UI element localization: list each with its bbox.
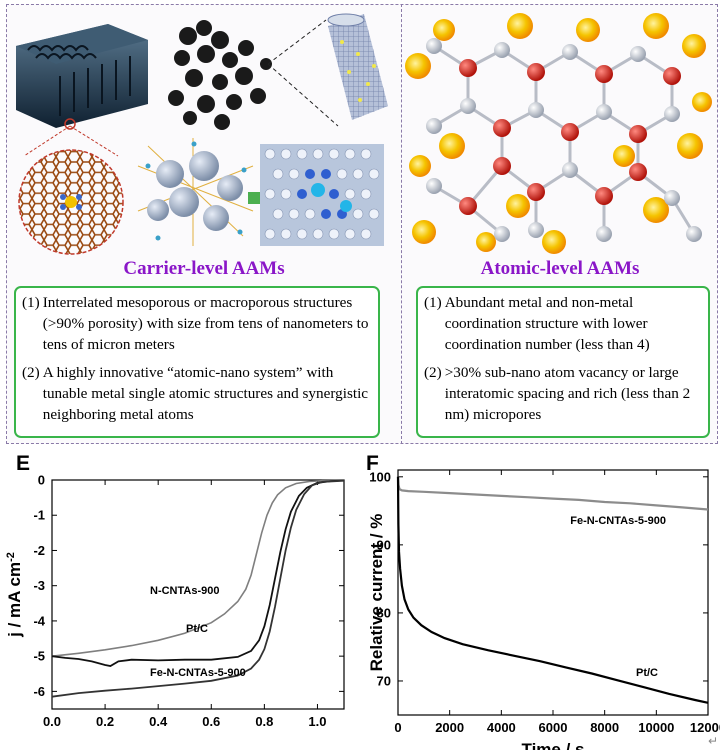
y-axis-title-superscript: -2	[5, 552, 17, 562]
y-tick-label: 90	[377, 537, 391, 552]
series-line-N-CNTAs-900	[51, 479, 345, 657]
plot-frame	[51, 479, 345, 710]
carrier-item-1-number: (1)	[22, 294, 40, 311]
x-tick-label: 1.0	[308, 714, 326, 729]
x-tick-label: 0.0	[43, 714, 61, 729]
series-label-Pt/C: Pt/C	[636, 667, 658, 679]
atomic-item-1: (1) Abundant metal and non-metal coordin…	[424, 292, 702, 355]
plot-frame	[397, 469, 709, 716]
carrier-item-2: (2) A highly innovative “atomic-nano sys…	[22, 362, 372, 425]
y-axis-title: Relative current / %	[367, 514, 386, 672]
x-tick-label: 8000	[590, 720, 619, 735]
x-tick-label: 0	[394, 720, 401, 735]
series-line-Pt/C	[51, 479, 345, 667]
atomic-item-1-text: Abundant metal and non-metal coordinatio…	[444, 294, 650, 353]
carrier-illustrations	[16, 13, 388, 255]
nanotube-icon	[327, 13, 388, 120]
panel-e-label: E	[16, 452, 31, 475]
x-tick-label: 0.8	[255, 714, 273, 729]
series-label-Fe-N-CNTAs-5-900: Fe-N-CNTAs-5-900	[570, 515, 666, 527]
panel-f-label: F	[366, 452, 379, 475]
y-tick-label: -4	[33, 613, 45, 628]
y-tick-label: -2	[33, 543, 45, 558]
nanoparticle-cluster-icon	[137, 138, 254, 246]
x-tick-label: 0.2	[96, 714, 114, 729]
carrier-item-1-text: Interrelated mesoporous or macroporous s…	[42, 294, 369, 353]
x-tick-label: 0.6	[202, 714, 220, 729]
series-line-Fe-N-CNTAs-5-900	[396, 476, 709, 511]
y-tick-label: 80	[377, 605, 391, 620]
y-tick-label: 0	[38, 473, 45, 488]
x-tick-label: 6000	[539, 720, 568, 735]
atomic-item-2-text: >30% sub-nano atom vacancy or large inte…	[444, 364, 691, 423]
x-tick-label: 2000	[435, 720, 464, 735]
series-label-N-CNTAs-900: N-CNTAs-900	[150, 585, 219, 597]
paragraph-return-icon: ↵	[707, 734, 718, 748]
carrier-item-2-number: (2)	[22, 364, 40, 381]
y-tick-label: -6	[33, 684, 45, 699]
series-label-Fe-N-CNTAs-5-900: Fe-N-CNTAs-5-900	[150, 667, 246, 679]
series-line-Pt/C	[396, 476, 709, 704]
atomic-item-2: (2) >30% sub-nano atom vacancy or large …	[424, 362, 702, 425]
x-tick-label: 10000	[638, 720, 674, 735]
single-atom-lattice-icon	[260, 144, 384, 246]
series-label-Pt/C: Pt/C	[186, 623, 208, 635]
y-tick-label: -5	[33, 649, 45, 664]
atomic-description-box: (1) Abundant metal and non-metal coordin…	[416, 286, 710, 438]
carrier-item-2-text: A highly innovative “atomic-nano system”…	[42, 364, 369, 423]
y-tick-label: -3	[33, 578, 45, 593]
y-tick-label: 70	[377, 673, 391, 688]
graphene-lattice-icon	[18, 149, 124, 255]
x-tick-label: 0.4	[149, 714, 168, 729]
chart-e: 0.0 0.2 0.4 0.6 0.8 1.0 0 -1 -2 -3 -4 -5 -6 N-CNTAs-9…	[5, 473, 345, 729]
carrier-description-box: (1) Interrelated mesoporous or macroporo…	[14, 286, 380, 438]
atomic-section-title: Atomic-level AAMs	[480, 258, 640, 279]
x-tick-label: 4000	[487, 720, 516, 735]
y-tick-label: -1	[33, 508, 45, 523]
schematic-divider	[401, 4, 402, 444]
atomic-item-1-number: (1)	[424, 294, 442, 311]
y-tick-label: 100	[369, 469, 391, 484]
porous-block-icon	[16, 24, 148, 128]
x-axis-title: Time / s	[522, 740, 585, 750]
carrier-section-title: Carrier-level AAMs	[123, 258, 285, 279]
atomic-item-2-number: (2)	[424, 364, 442, 381]
nanofiber-network-icon	[168, 20, 272, 130]
y-axis-title: j / mA cm-2	[5, 552, 24, 638]
carrier-item-1: (1) Interrelated mesoporous or macroporo…	[22, 292, 372, 355]
chart-f: 0 2000 4000 6000 8000 10000 12000 70 80 90 100 Fe-N…	[367, 469, 720, 750]
x-tick-label: 12000	[690, 720, 720, 735]
atomic-structure-illustration	[405, 13, 712, 254]
series-line-Fe-N-CNTAs-5-900	[51, 479, 345, 698]
